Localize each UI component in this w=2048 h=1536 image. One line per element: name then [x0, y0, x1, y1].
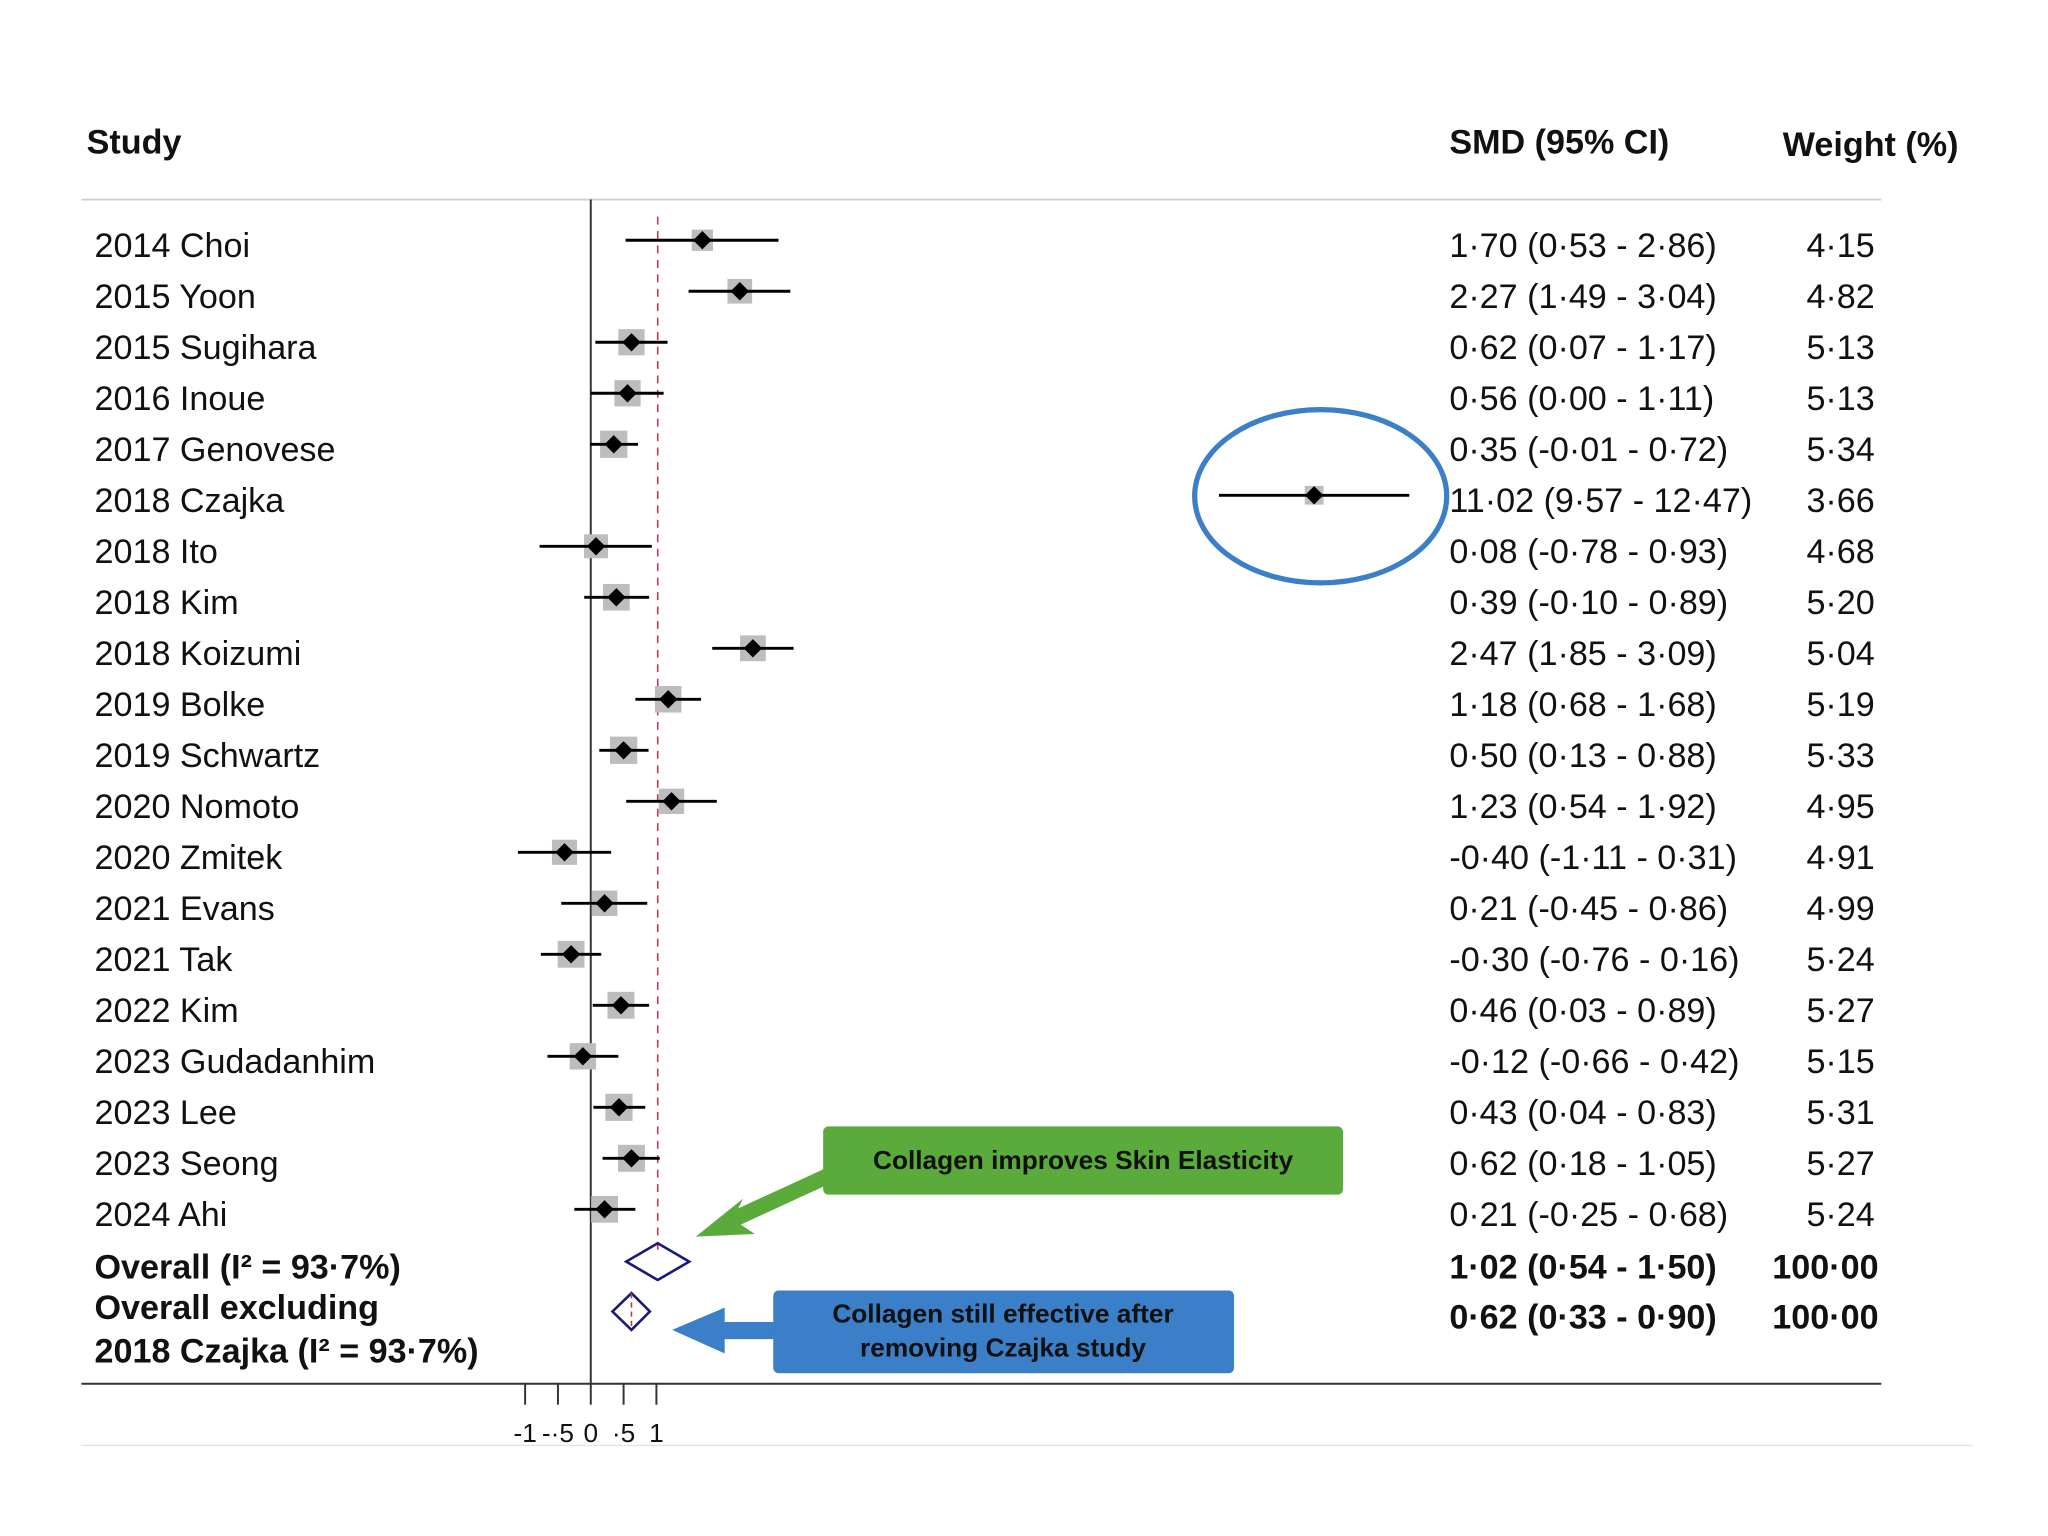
x-tick-label: 0 [583, 1418, 598, 1448]
estimate-label: 1·23 (0·54 - 1·92) [1449, 788, 1716, 826]
estimate-label: -0·30 (-0·76 - 0·16) [1449, 941, 1739, 979]
weight-label: 5·13 [1806, 329, 1874, 367]
annotation-box [823, 1126, 1344, 1195]
study-label: 2023 Gudadanhim [95, 1043, 376, 1081]
overall-label: 2018 Czajka (I² = 93·7%) [95, 1333, 479, 1371]
study-label: 2016 Inoue [95, 380, 266, 418]
study-label: 2018 Czajka [95, 482, 285, 520]
overall-estimate-label: 1·02 (0·54 - 1·50) [1449, 1249, 1716, 1287]
estimate-label: 0·21 (-0·45 - 0·86) [1449, 890, 1728, 928]
annotation-text: Collagen still effective after [832, 1298, 1173, 1328]
annotation-text: Collagen improves Skin Elasticity [873, 1145, 1294, 1175]
weight-label: 3·66 [1806, 482, 1874, 520]
weight-label: 4·95 [1806, 788, 1874, 826]
study-label: 2018 Kim [95, 584, 239, 622]
point-estimate [662, 792, 681, 811]
estimate-label: 0·56 (0·00 - 1·11) [1449, 380, 1714, 418]
study-label: 2018 Ito [95, 533, 218, 571]
weight-label: 5·34 [1806, 431, 1874, 469]
point-estimate [618, 384, 637, 403]
weight-label: 4·91 [1806, 839, 1874, 877]
study-label: 2023 Seong [95, 1145, 279, 1183]
x-tick-label: 1 [649, 1418, 664, 1448]
estimate-label: 1·70 (0·53 - 2·86) [1449, 227, 1716, 265]
weight-label: 5·04 [1806, 635, 1874, 673]
weight-label: 5·19 [1806, 686, 1874, 724]
annotation-arrow [672, 1307, 782, 1354]
weight-label: 4·82 [1806, 278, 1874, 316]
point-estimate [586, 537, 606, 556]
weight-label: 4·68 [1806, 533, 1874, 571]
study-label: 2019 Schwartz [95, 737, 321, 775]
header-estimate: SMD (95% CI) [1449, 123, 1669, 161]
study-label: 2017 Genovese [95, 431, 336, 469]
estimate-label: 0·46 (0·03 - 0·89) [1449, 992, 1716, 1030]
x-tick-label: ·5 [612, 1418, 635, 1448]
highlight-circle [1192, 406, 1450, 586]
point-estimate [693, 231, 712, 250]
estimate-label: 0·50 (0·13 - 0·88) [1449, 737, 1716, 775]
overall-estimate-label: 0·62 (0·33 - 0·90) [1449, 1298, 1716, 1336]
estimate-label: 1·18 (0·68 - 1·68) [1449, 686, 1716, 724]
weight-label: 5·27 [1806, 1145, 1874, 1183]
estimate-label: 0·39 (-0·10 - 0·89) [1449, 584, 1728, 622]
point-estimate [622, 1149, 641, 1168]
weight-label: 5·24 [1806, 1196, 1874, 1234]
weight-label: 5·27 [1806, 992, 1874, 1030]
point-estimate [561, 945, 581, 964]
estimate-label: 11·02 (9·57 - 12·47) [1449, 482, 1752, 520]
overall-label: Overall excluding [95, 1289, 379, 1327]
point-estimate [609, 1098, 629, 1117]
overall-label: Overall (I² = 93·7%) [95, 1249, 401, 1287]
point-estimate [607, 588, 626, 607]
x-tick-label: -·5 [542, 1418, 574, 1448]
weight-label: 5·24 [1806, 941, 1874, 979]
header-weight: Weight (%) [1783, 126, 1959, 164]
header-study: Study [87, 123, 182, 161]
weight-label: 5·20 [1806, 584, 1874, 622]
estimate-label: 0·62 (0·07 - 1·17) [1449, 329, 1716, 367]
weight-label: 4·99 [1806, 890, 1874, 928]
weight-label: 5·13 [1806, 380, 1874, 418]
estimate-label: -0·40 (-1·11 - 0·31) [1449, 839, 1737, 877]
overall-diamond [610, 1291, 652, 1332]
study-label: 2021 Tak [95, 941, 234, 979]
overall-weight-label: 100·00 [1772, 1249, 1878, 1287]
study-label: 2015 Yoon [95, 278, 256, 316]
estimate-label: 0·43 (0·04 - 0·83) [1449, 1094, 1716, 1132]
weight-label: 5·31 [1806, 1094, 1874, 1132]
estimate-label: 0·08 (-0·78 - 0·93) [1449, 533, 1728, 571]
annotation-text: removing Czajka study [860, 1333, 1146, 1363]
annotation-arrow-shaft [726, 1167, 833, 1229]
annotation-box [773, 1290, 1235, 1374]
study-label: 2022 Kim [95, 992, 239, 1030]
weight-label: 4·15 [1806, 227, 1874, 265]
estimate-label: 2·47 (1·85 - 3·09) [1449, 635, 1716, 673]
weight-label: 5·15 [1806, 1043, 1874, 1081]
study-label: 2018 Koizumi [95, 635, 302, 673]
estimate-label: 0·62 (0·18 - 1·05) [1449, 1145, 1716, 1183]
estimate-label: 0·21 (-0·25 - 0·68) [1449, 1196, 1728, 1234]
study-label: 2014 Choi [95, 227, 251, 265]
study-label: 2020 Zmitek [95, 839, 284, 877]
estimate-label: 2·27 (1·49 - 3·04) [1449, 278, 1716, 316]
overall-diamond [623, 1241, 692, 1282]
weight-label: 5·33 [1806, 737, 1874, 775]
x-tick-label: -1 [513, 1418, 536, 1448]
study-label: 2020 Nomoto [95, 788, 300, 826]
estimate-label: 0·35 (-0·01 - 0·72) [1449, 431, 1728, 469]
point-estimate [743, 639, 763, 658]
study-label: 2021 Evans [95, 890, 275, 928]
point-estimate [595, 894, 614, 913]
estimate-label: -0·12 (-0·66 - 0·42) [1449, 1043, 1739, 1081]
point-estimate [622, 333, 641, 352]
study-label: 2023 Lee [95, 1094, 237, 1132]
study-label: 2024 Ahi [95, 1196, 228, 1234]
study-label: 2019 Bolke [95, 686, 266, 724]
overall-weight-label: 100·00 [1772, 1298, 1878, 1336]
point-estimate [555, 843, 574, 862]
study-label: 2015 Sugihara [95, 329, 317, 367]
